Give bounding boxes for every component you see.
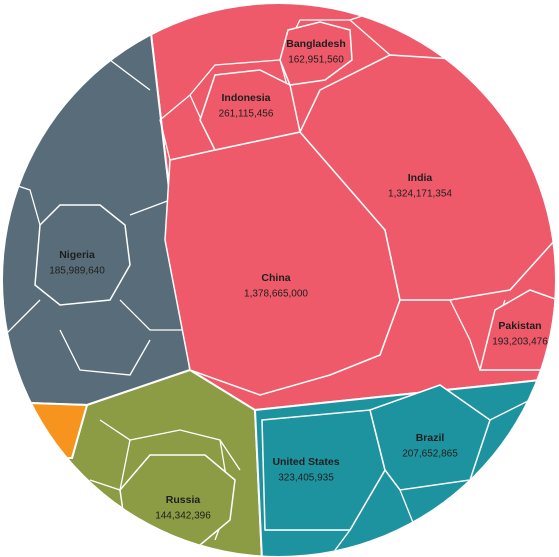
cell-name: Nigeria [59,249,95,261]
region [3,400,89,459]
cell-value: 144,342,396 [155,511,211,522]
cell [34,204,131,306]
cell-name: Pakistan [498,320,541,332]
cell-name: United States [272,456,339,468]
cell-value: 1,324,171,354 [388,189,452,200]
cell [261,409,386,531]
cell [199,69,301,151]
cell-value: 162,951,560 [288,55,344,66]
cell-name: Indonesia [221,92,270,104]
cell [279,21,353,86]
cell-value: 261,115,456 [219,109,274,120]
cell-name: Russia [166,494,201,506]
cell [299,54,555,301]
cell-value: 1,378,665,000 [244,289,308,300]
cell-value: 185,989,640 [49,266,105,277]
cell-name: Brazil [416,432,445,444]
labels: China 1,378,665,000 India 1,324,171,354 Indo… [49,38,548,522]
cell-name: China [261,272,290,284]
cell-value: 207,652,865 [402,449,458,460]
cells [34,21,555,546]
cell-name: Bangladesh [286,38,346,50]
cell-value: 193,203,476 [492,337,548,348]
cell-value: 323,405,935 [278,473,334,484]
cell-name: India [408,172,433,184]
